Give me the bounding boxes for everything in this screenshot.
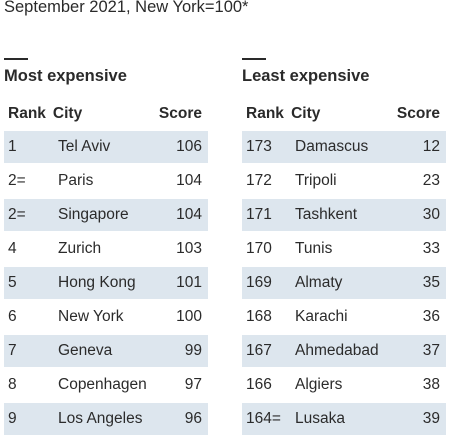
table-row: 1 Tel Aviv 106 (4, 130, 208, 163)
rank-cell: 9 (8, 409, 17, 427)
city-cell: Algiers (295, 375, 343, 393)
score-cell: 23 (422, 171, 440, 189)
table-header-row: Rank City Score (4, 97, 208, 131)
most-expensive-rows: 1 Tel Aviv 106 2= Paris 104 2= Singapore 104 4 Zur… (4, 130, 208, 435)
table-row: 164= Lusaka 39 (242, 402, 446, 435)
score-cell: 39 (422, 409, 440, 427)
rank-cell: 171 (246, 205, 272, 223)
least-expensive-heading: Least expensive (242, 66, 370, 85)
table-row: 172 Tripoli 23 (242, 165, 446, 198)
rank-cell: 2= (8, 171, 26, 189)
city-cell: Geneva (58, 341, 113, 359)
rank-cell: 2= (8, 205, 26, 223)
table-row: 168 Karachi 36 (242, 301, 446, 334)
city-column-header: City (291, 104, 321, 122)
table-row: 2= Paris 104 (4, 165, 208, 198)
rank-cell: 5 (8, 273, 17, 291)
table-row: 6 New York 100 (4, 301, 208, 334)
city-cell: Lusaka (295, 409, 345, 427)
table-row: 171 Tashkent 30 (242, 198, 446, 231)
rank-cell: 166 (246, 375, 272, 393)
city-cell: Zurich (58, 239, 102, 257)
rank-cell: 8 (8, 375, 17, 393)
score-cell: 103 (176, 239, 202, 257)
table-row: 170 Tunis 33 (242, 233, 446, 266)
score-cell: 12 (422, 137, 440, 155)
rank-cell: 167 (246, 341, 272, 359)
rank-cell: 4 (8, 239, 17, 257)
city-cell: Los Angeles (58, 409, 143, 427)
heading-rule (4, 58, 28, 60)
score-cell: 100 (176, 307, 202, 325)
most-expensive-heading: Most expensive (4, 66, 127, 85)
most-expensive-table: Rank City Score 1 Tel Aviv 106 2= Paris 104 2=… (4, 97, 208, 435)
rank-column-header: Rank (246, 104, 284, 122)
city-cell: Karachi (295, 307, 348, 325)
table-row: 166 Algiers 38 (242, 369, 446, 402)
table-row: 2= Singapore 104 (4, 198, 208, 231)
score-cell: 36 (422, 307, 440, 325)
table-row: 7 Geneva 99 (4, 334, 208, 367)
rank-cell: 170 (246, 239, 272, 257)
most-expensive-panel: Most expensive Rank City Score 1 Tel Aviv… (4, 58, 208, 437)
city-cell: Singapore (58, 205, 129, 223)
city-cell: Hong Kong (58, 273, 136, 291)
table-row: 5 Hong Kong 101 (4, 266, 208, 299)
table-row: 169 Almaty 35 (242, 266, 446, 299)
least-expensive-panel: Least expensive Rank City Score 173 Damas… (242, 58, 446, 437)
city-cell: Copenhagen (58, 375, 147, 393)
score-cell: 106 (176, 137, 202, 155)
score-column-header: Score (396, 104, 440, 122)
city-cell: Almaty (295, 273, 343, 291)
rank-cell: 173 (246, 137, 272, 155)
score-column-header: Score (158, 104, 202, 122)
rank-cell: 7 (8, 341, 17, 359)
score-cell: 104 (176, 171, 202, 189)
score-cell: 37 (422, 341, 440, 359)
score-cell: 35 (422, 273, 440, 291)
rank-cell: 1 (8, 137, 17, 155)
rank-column-header: Rank (8, 104, 46, 122)
chart-subtitle: September 2021, New York=100* (4, 0, 249, 16)
city-cell: Tel Aviv (58, 137, 111, 155)
table-row: 167 Ahmedabad 37 (242, 334, 446, 367)
table-row: 4 Zurich 103 (4, 233, 208, 266)
table-row: 9 Los Angeles 96 (4, 402, 208, 435)
score-cell: 99 (184, 341, 202, 359)
score-cell: 38 (422, 375, 440, 393)
rank-cell: 6 (8, 307, 17, 325)
city-cell: New York (58, 307, 124, 325)
rank-cell: 172 (246, 171, 272, 189)
city-column-header: City (52, 104, 83, 122)
rank-cell: 168 (246, 307, 272, 325)
table-row: 173 Damascus 12 (242, 130, 446, 163)
least-expensive-rows: 173 Damascus 12 172 Tripoli 23 171 Tashkent 30 17… (242, 130, 446, 435)
rank-cell: 164= (246, 409, 281, 427)
heading-rule (242, 58, 266, 60)
score-cell: 30 (422, 205, 440, 223)
city-cell: Tripoli (295, 171, 337, 189)
score-cell: 33 (422, 239, 440, 257)
city-cell: Damascus (295, 137, 369, 155)
city-cell: Ahmedabad (295, 341, 379, 359)
table-row: 8 Copenhagen 97 (4, 369, 208, 402)
table-header-row: Rank City Score (242, 97, 446, 131)
score-cell: 96 (184, 409, 202, 427)
city-cell: Tashkent (295, 205, 358, 223)
city-cell: Tunis (295, 239, 333, 257)
least-expensive-table: Rank City Score 173 Damascus 12 172 Tripoli 2… (242, 97, 446, 435)
city-cell: Paris (58, 171, 94, 189)
score-cell: 101 (176, 273, 202, 291)
rank-cell: 169 (246, 273, 272, 291)
score-cell: 97 (184, 375, 202, 393)
score-cell: 104 (176, 205, 202, 223)
